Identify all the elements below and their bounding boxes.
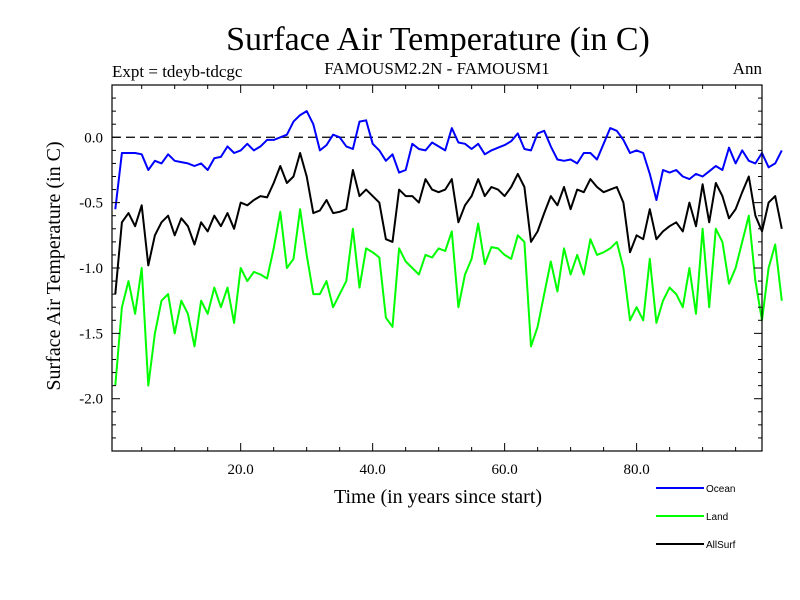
x-axis-label: Time (in years since start) (334, 486, 542, 508)
y-tick-label: -0.5 (79, 196, 103, 212)
plot-area: 20.0 40.0 60.0 80.0 0.0 -0.5 -1.0 -1.5 -2.0 (79, 84, 783, 478)
subtitle-center: FAMOUSM2.2N - FAMOUSM1 (324, 59, 550, 78)
legend-label-ocean: Ocean (706, 484, 735, 495)
series-line-land (114, 208, 783, 387)
series-line-ocean (114, 110, 783, 210)
legend-label-land: Land (706, 512, 728, 523)
x-tick-label: 60.0 (492, 462, 518, 478)
y-tick-label: -2.0 (79, 392, 103, 408)
y-tick-label: -1.5 (79, 326, 103, 342)
x-tick-label: 80.0 (623, 462, 649, 478)
x-tick-label: 40.0 (360, 462, 386, 478)
y-tick-label: 0.0 (84, 130, 103, 146)
x-tick-label: 20.0 (228, 462, 254, 478)
subtitle-right: Ann (733, 59, 763, 78)
legend: Ocean Land AllSurf (656, 484, 736, 551)
legend-label-allsurf: AllSurf (706, 540, 736, 551)
y-axis-label: Surface Air Temperature (in C) (43, 141, 65, 390)
y-tick-label: -1.0 (79, 261, 103, 277)
subtitle-left: Expt = tdeyb-tdcgc (112, 62, 243, 81)
chart-title: Surface Air Temperature (in C) (226, 21, 650, 58)
series-line-allsurf (114, 152, 783, 295)
plot-frame (111, 84, 763, 452)
